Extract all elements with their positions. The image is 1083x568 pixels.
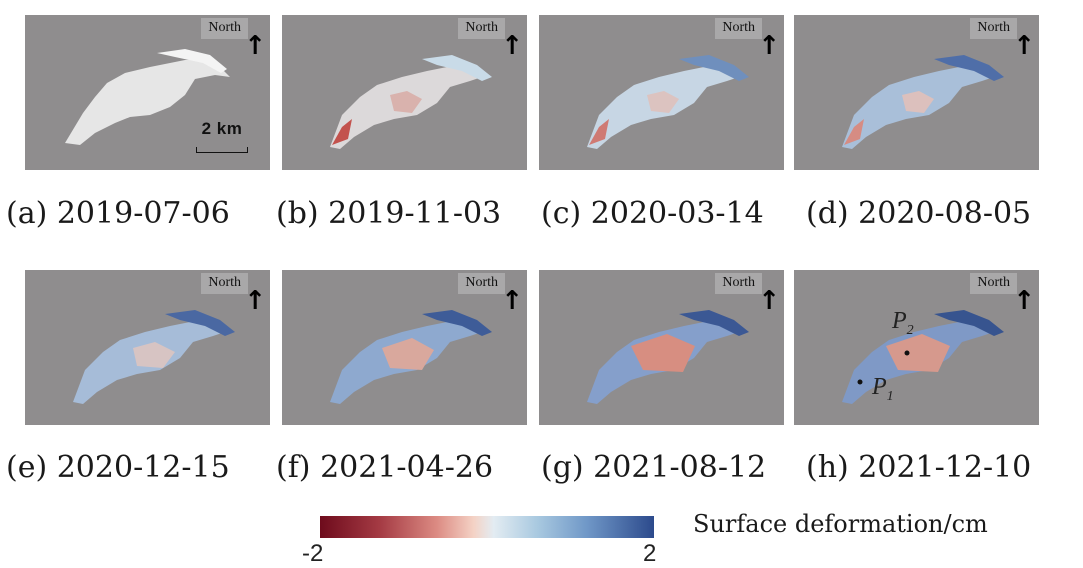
panel-caption-d: (d) 2020-08-05 bbox=[806, 196, 1032, 231]
map-panel-g: North ↑ bbox=[539, 270, 784, 425]
north-arrow-icon: ↑ bbox=[501, 31, 523, 61]
panel-caption-g: (g) 2021-08-12 bbox=[541, 450, 767, 485]
colorbar-max-label: 2 bbox=[643, 540, 657, 567]
map-panel-h: North ↑ P2 P1 bbox=[794, 270, 1039, 425]
deformation-map-a bbox=[65, 49, 230, 145]
point-label-p1: P1 bbox=[872, 374, 894, 404]
deformation-map-f bbox=[330, 310, 492, 404]
north-label: North bbox=[201, 18, 248, 39]
deformation-map-c bbox=[587, 55, 749, 149]
panel-caption-h: (h) 2021-12-10 bbox=[806, 450, 1032, 485]
colorbar-title: Surface deformation/cm bbox=[693, 510, 988, 538]
north-arrow-icon: ↑ bbox=[501, 286, 523, 316]
panel-caption-e: (e) 2020-12-15 bbox=[6, 450, 230, 485]
deformation-colorbar bbox=[320, 516, 654, 538]
map-panel-e: North ↑ bbox=[25, 270, 270, 425]
north-arrow-icon: ↑ bbox=[1013, 286, 1035, 316]
north-arrow-icon: ↑ bbox=[1013, 31, 1035, 61]
map-panel-d: North ↑ bbox=[794, 15, 1039, 170]
deformation-map-b bbox=[330, 55, 492, 149]
panel-caption-f: (f) 2021-04-26 bbox=[276, 450, 494, 485]
deformation-map-d bbox=[842, 55, 1004, 149]
map-panel-a: North ↑ 2 km bbox=[25, 15, 270, 170]
deformation-map-g bbox=[587, 310, 749, 404]
colorbar-min-label: -2 bbox=[302, 540, 324, 567]
north-label: North bbox=[970, 273, 1017, 294]
deformation-map-e bbox=[73, 310, 235, 404]
north-arrow-icon: ↑ bbox=[244, 286, 266, 316]
scale-bar-line bbox=[196, 147, 248, 153]
deformation-map-h bbox=[842, 310, 1004, 404]
map-panel-c: North ↑ bbox=[539, 15, 784, 170]
panel-caption-a: (a) 2019-07-06 bbox=[6, 196, 230, 231]
panel-caption-c: (c) 2020-03-14 bbox=[541, 196, 764, 231]
north-label: North bbox=[458, 273, 505, 294]
scale-bar-label: 2 km bbox=[201, 119, 243, 138]
north-label: North bbox=[970, 18, 1017, 39]
north-arrow-icon: ↑ bbox=[244, 31, 266, 61]
north-label: North bbox=[715, 18, 762, 39]
point-label-p2: P2 bbox=[892, 308, 914, 338]
map-panel-b: North ↑ bbox=[282, 15, 527, 170]
scale-bar: 2 km bbox=[193, 119, 251, 159]
north-label: North bbox=[715, 273, 762, 294]
map-panel-f: North ↑ bbox=[282, 270, 527, 425]
north-label: North bbox=[458, 18, 505, 39]
north-arrow-icon: ↑ bbox=[758, 31, 780, 61]
north-label: North bbox=[201, 273, 248, 294]
north-arrow-icon: ↑ bbox=[758, 286, 780, 316]
panel-caption-b: (b) 2019-11-03 bbox=[276, 196, 502, 231]
